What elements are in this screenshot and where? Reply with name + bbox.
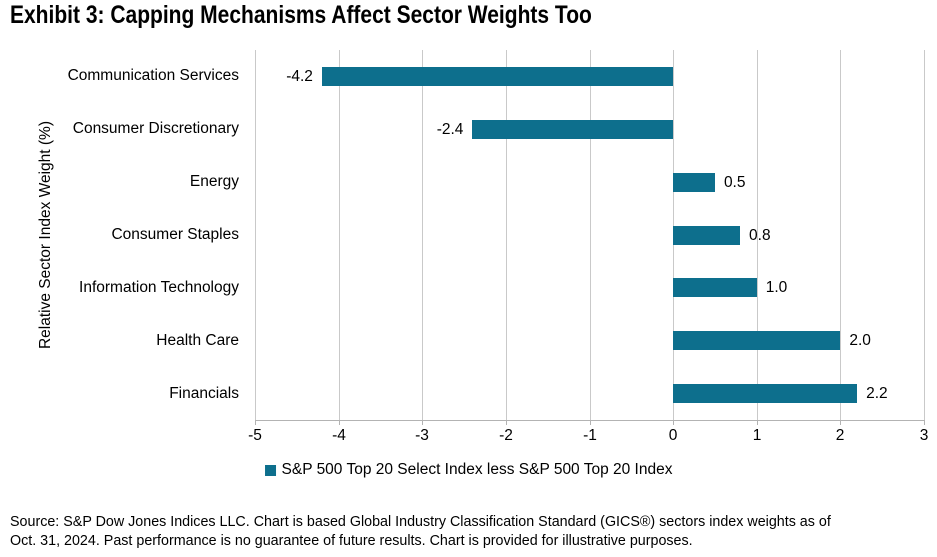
x-tick-label--3: -3 bbox=[415, 427, 429, 444]
bar-health-care bbox=[673, 331, 841, 351]
tick-mark--5 bbox=[254, 420, 256, 425]
tick-mark--1 bbox=[589, 420, 591, 425]
legend: S&P 500 Top 20 Select Index less S&P 500… bbox=[264, 461, 673, 479]
y-axis-category-labels: Communication Services Consumer Discretio… bbox=[0, 50, 247, 420]
bar-consumer-discretionary bbox=[472, 119, 674, 139]
gridline-2 bbox=[839, 50, 841, 420]
x-tick-label-3: 3 bbox=[919, 427, 929, 444]
category-label-consumer-staples: Consumer Staples bbox=[111, 226, 239, 243]
value-label-consumer-discretionary: -2.4 bbox=[436, 120, 464, 138]
tick-mark--2 bbox=[505, 420, 507, 425]
gridline-3 bbox=[923, 50, 925, 420]
tick-mark-2 bbox=[839, 420, 841, 425]
source-note-line-1: Source: S&P Dow Jones Indices LLC. Chart… bbox=[10, 514, 831, 530]
value-label-energy: 0.5 bbox=[723, 173, 746, 191]
category-label-energy: Energy bbox=[189, 173, 239, 191]
bar-information-technology bbox=[673, 278, 757, 298]
category-label-consumer-discretionary: Consumer Discretionary bbox=[72, 120, 239, 138]
plot-area: -5 -4 -3 -2 -1 0 1 2 3 -4.2 -2.4 0.5 0.8 1.0 2.0 2.2 bbox=[248, 50, 928, 444]
tick-mark-1 bbox=[756, 420, 758, 425]
bar-energy bbox=[673, 172, 715, 192]
source-note: Source: S&P Dow Jones Indices LLC. Chart… bbox=[10, 513, 936, 551]
x-tick-label--2: -2 bbox=[499, 427, 513, 444]
gridline-0 bbox=[672, 50, 674, 420]
gridline--5 bbox=[254, 50, 256, 420]
x-tick-label-1: 1 bbox=[752, 427, 762, 444]
source-note-line-2: Oct. 31, 2024. Past performance is no gu… bbox=[10, 532, 693, 549]
gridline--2 bbox=[505, 50, 507, 420]
gridline--4 bbox=[338, 50, 340, 420]
gridline-1 bbox=[756, 50, 758, 420]
tick-mark-3 bbox=[923, 420, 925, 425]
value-label-financials: 2.2 bbox=[866, 385, 888, 403]
gridline--1 bbox=[589, 50, 591, 420]
legend-marker-square bbox=[264, 464, 276, 476]
bar-consumer-staples bbox=[673, 225, 741, 245]
x-tick-label--1: -1 bbox=[583, 427, 597, 444]
x-tick-label-2: 2 bbox=[835, 427, 845, 444]
category-label-health-care: Health Care bbox=[156, 331, 239, 349]
bar-communication-services bbox=[321, 66, 674, 86]
gridline--3 bbox=[421, 50, 423, 420]
category-label-financials: Financials bbox=[169, 384, 239, 402]
x-tick-label-0: 0 bbox=[668, 427, 678, 444]
legend-label: S&P 500 Top 20 Select Index less S&P 500… bbox=[281, 461, 673, 478]
x-tick-label--4: -4 bbox=[332, 427, 346, 444]
tick-mark--3 bbox=[421, 420, 423, 425]
category-label-information-technology: Information Technology bbox=[79, 278, 239, 296]
tick-mark-0 bbox=[672, 420, 674, 425]
x-tick-label--5: -5 bbox=[248, 427, 262, 444]
category-label-communication-services: Communication Services bbox=[67, 67, 239, 85]
value-label-health-care: 2.0 bbox=[849, 332, 871, 350]
value-label-communication-services: -4.2 bbox=[286, 67, 313, 85]
value-label-information-technology: 1.0 bbox=[765, 279, 788, 297]
chart-title: Exhibit 3: Capping Mechanisms Affect Sec… bbox=[10, 1, 592, 29]
bar-financials bbox=[673, 384, 858, 404]
value-label-consumer-staples: 0.8 bbox=[749, 226, 771, 244]
tick-mark--4 bbox=[338, 420, 340, 425]
